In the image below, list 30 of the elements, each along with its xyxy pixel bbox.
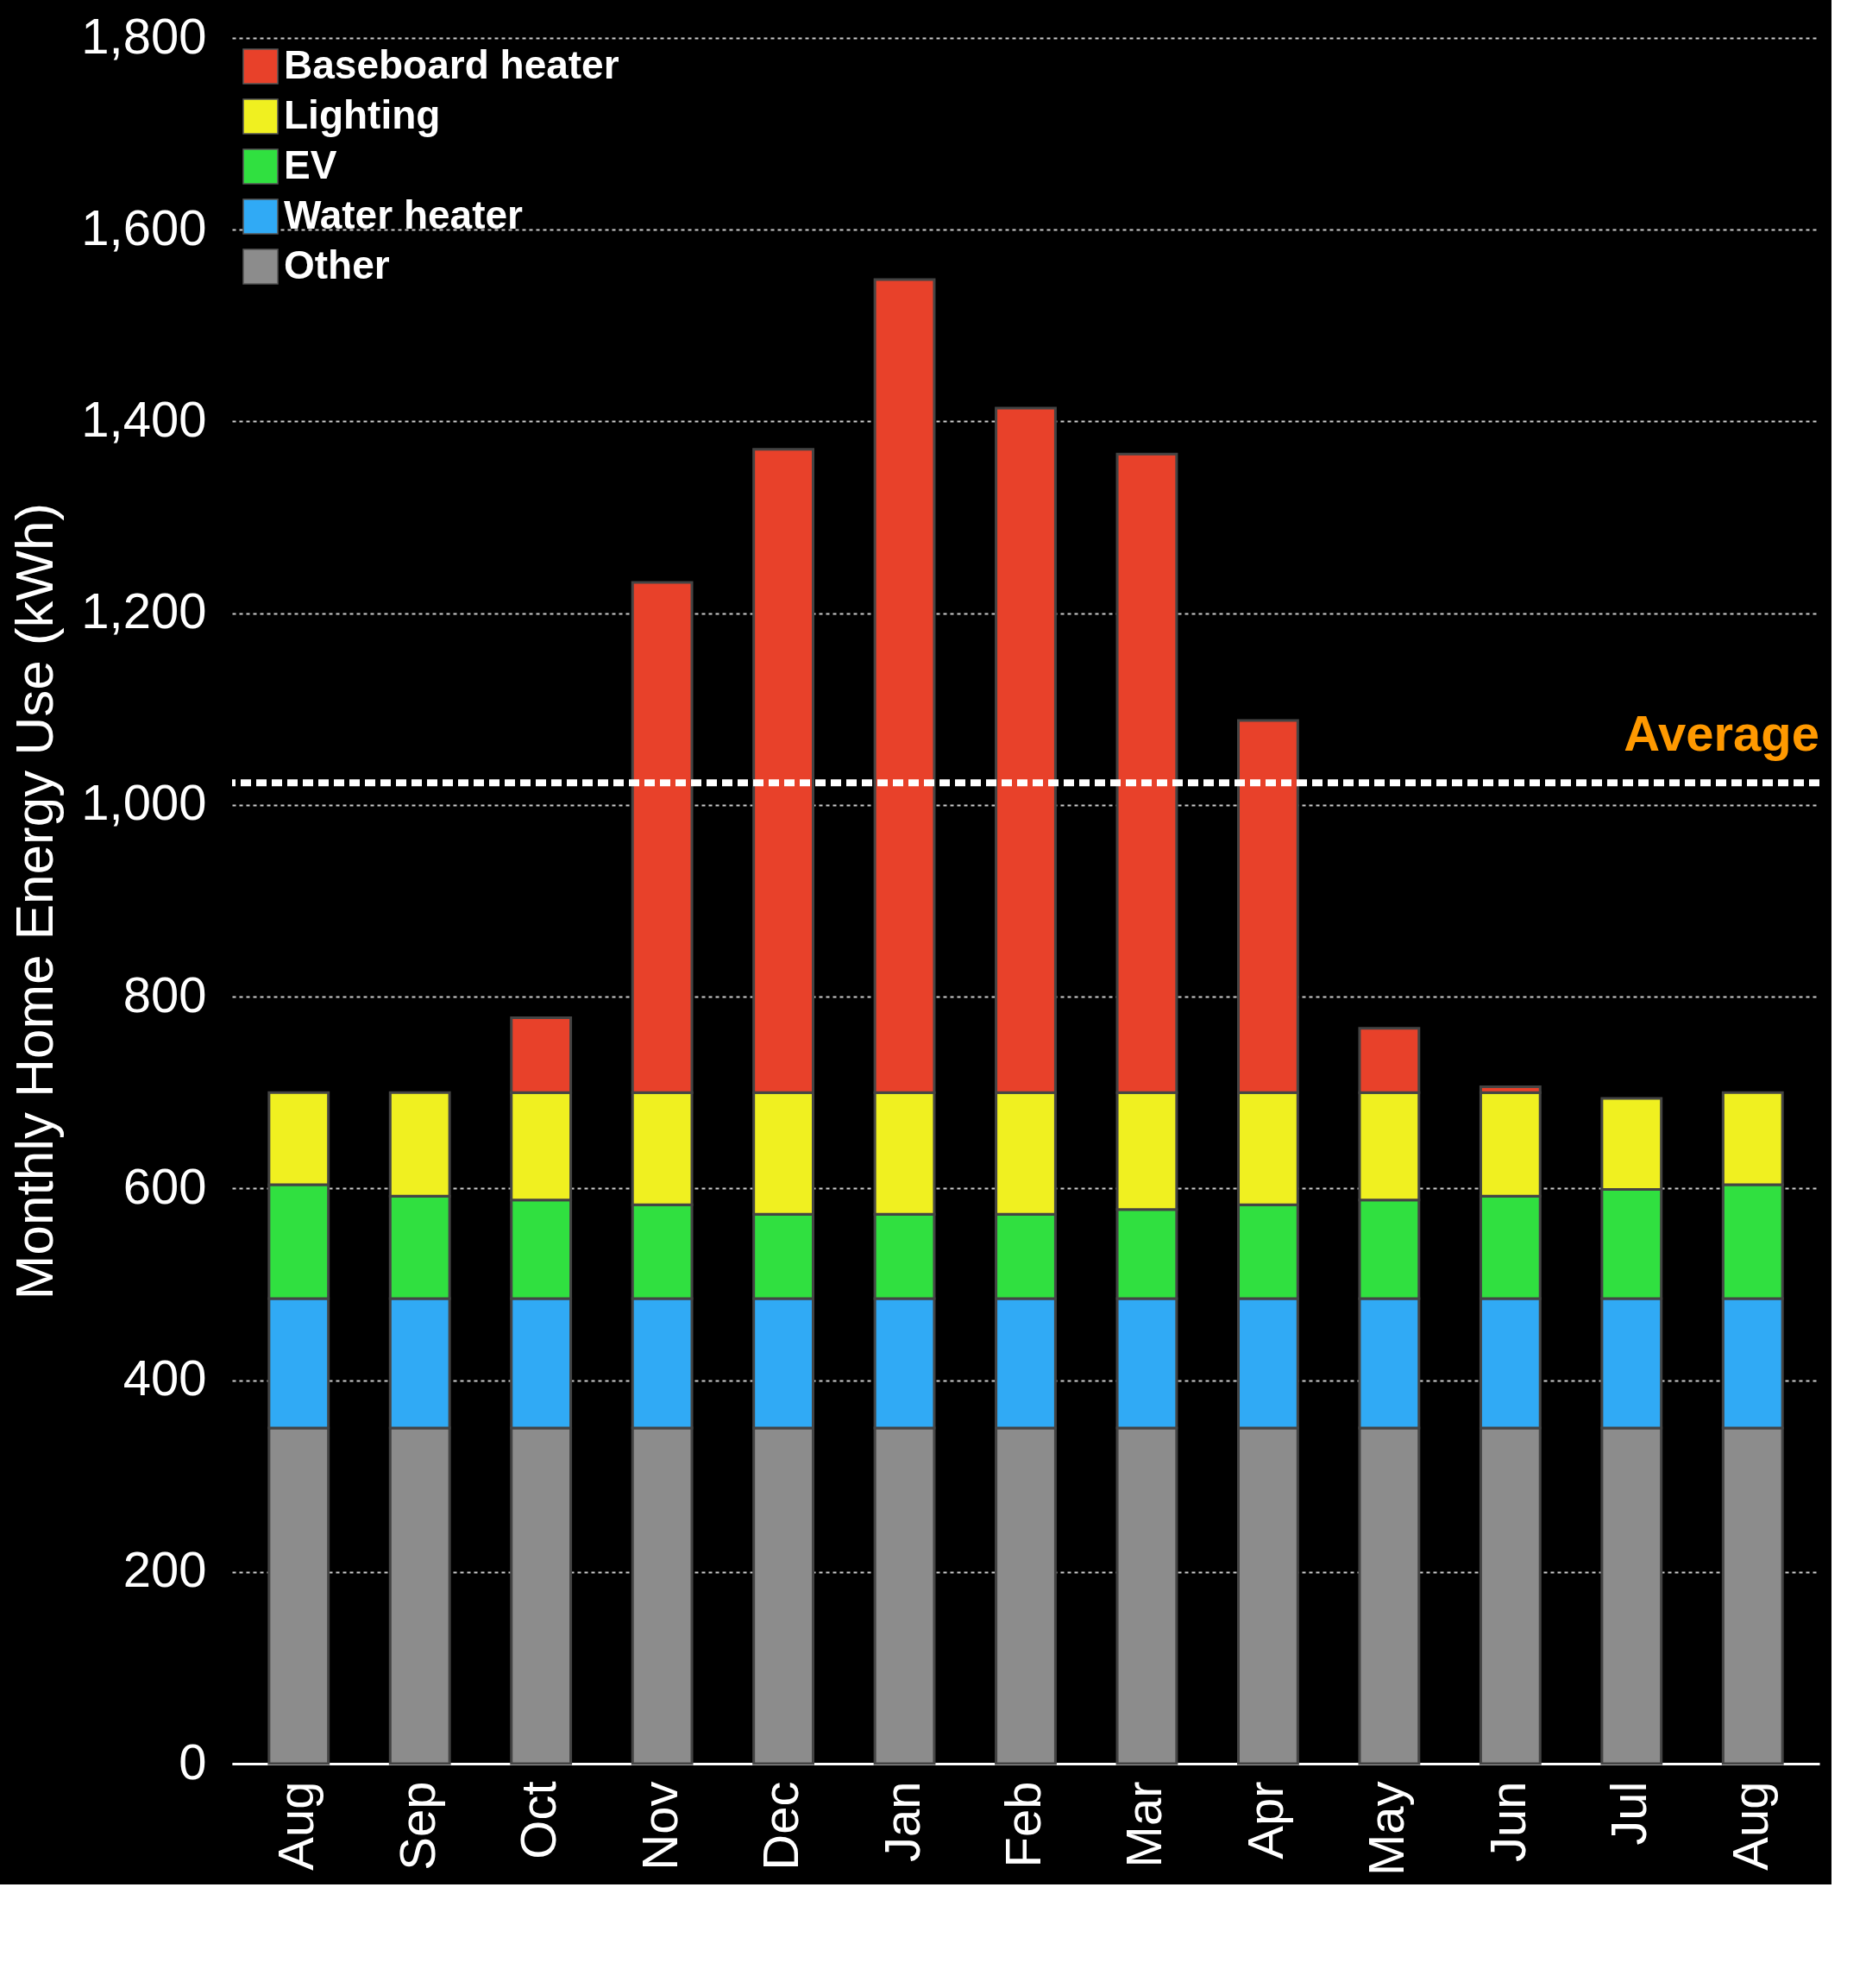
x-tick-label: Jul	[1600, 1781, 1657, 1846]
y-tick-label: 1,600	[81, 198, 207, 255]
y-tick-label: 600	[123, 1157, 207, 1214]
y-tick-label: 200	[123, 1541, 207, 1598]
legend-label: Lighting	[284, 92, 441, 137]
x-tick-label: Oct	[510, 1781, 567, 1859]
x-tick-label: May	[1358, 1781, 1415, 1877]
x-tick-label: Mar	[1115, 1781, 1172, 1868]
y-tick-label: 400	[123, 1349, 207, 1406]
ref-line-label: Average	[1624, 705, 1819, 762]
x-tick-label: Aug	[267, 1781, 324, 1871]
y-axis-title: Monthly Home Energy Use (kWh)	[4, 502, 65, 1300]
y-tick-label: 1,200	[81, 582, 207, 639]
legend-label: Water heater	[284, 192, 524, 237]
y-tick-label: 0	[179, 1733, 207, 1790]
legend-label: Other	[284, 242, 390, 287]
y-tick-label: 1,800	[81, 7, 207, 64]
x-tick-label: Jan	[873, 1781, 930, 1863]
x-tick-label: Jun	[1479, 1781, 1536, 1863]
x-tick-label: Sep	[388, 1781, 445, 1871]
y-tick-label: 1,000	[81, 774, 207, 831]
legend-label: EV	[284, 142, 337, 187]
x-tick-label: Aug	[1721, 1781, 1778, 1871]
x-tick-label: Feb	[995, 1781, 1051, 1868]
y-tick-label: 800	[123, 966, 207, 1022]
legend-label: Baseboard heater	[284, 42, 619, 87]
y-tick-label: 1,400	[81, 390, 207, 447]
x-tick-label: Nov	[631, 1781, 688, 1871]
x-tick-label: Apr	[1236, 1781, 1293, 1859]
x-tick-label: Dec	[752, 1781, 809, 1871]
